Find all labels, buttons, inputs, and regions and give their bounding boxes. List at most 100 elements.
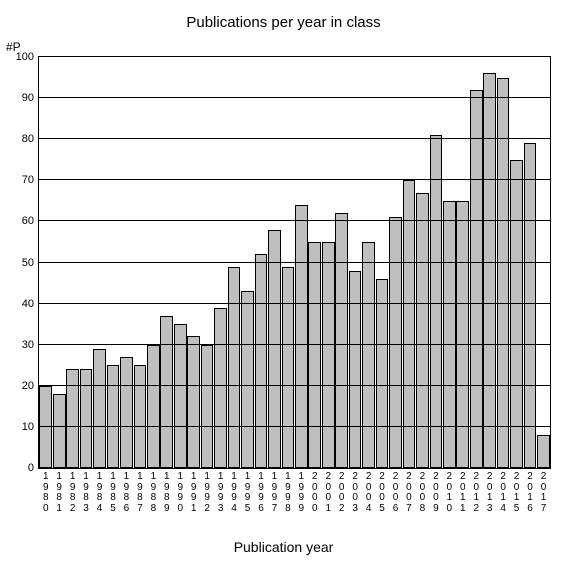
bar-slot: 2 0 1 3 [483,57,496,468]
bar [228,267,241,468]
x-tick-label: 1 9 9 3 [218,468,224,514]
bar-slot: 2 0 0 4 [362,57,375,468]
bar-slot: 1 9 9 3 [214,57,227,468]
x-tick-label: 2 0 1 4 [500,468,506,514]
bar [295,205,308,468]
bar-slot: 2 0 1 5 [510,57,523,468]
bar-slot: 1 9 9 5 [241,57,254,468]
bar [470,90,483,468]
bar [510,160,523,468]
x-tick-label: 1 9 9 1 [191,468,197,514]
bar [160,316,173,468]
x-tick-label: 1 9 9 0 [177,468,183,514]
bar-slot: 2 0 0 3 [348,57,361,468]
bar [537,435,550,468]
bar [430,135,443,468]
bar [214,308,227,468]
bar [456,201,469,468]
x-tick-label: 1 9 8 2 [70,468,76,514]
bar-slot: 2 0 0 9 [429,57,442,468]
x-tick-label: 2 0 0 9 [433,468,439,514]
bar-slot: 1 9 8 9 [160,57,173,468]
bar [322,242,335,468]
bar [416,193,429,468]
bar-slot: 2 0 0 7 [402,57,415,468]
bar [174,324,187,468]
bar-slot: 2 0 1 4 [496,57,509,468]
x-tick-label: 1 9 8 0 [43,468,49,514]
bar [483,73,496,468]
x-tick-label: 2 0 0 5 [379,468,385,514]
bar [241,291,254,468]
bar-slot: 1 9 8 7 [133,57,146,468]
bar [80,369,93,468]
bar-slot: 1 9 8 6 [120,57,133,468]
bar-slot: 1 9 8 2 [66,57,79,468]
x-tick-label: 2 0 0 2 [339,468,345,514]
bar-slot: 1 9 9 7 [268,57,281,468]
chart-container: Publications per year in class #P 1 9 8 … [0,0,567,567]
bar [255,254,268,468]
y-tick-label: 40 [22,298,39,310]
x-tick-label: 1 9 9 4 [231,468,237,514]
x-tick-label: 2 0 1 6 [527,468,533,514]
bar-slot: 2 0 1 0 [443,57,456,468]
bar [308,242,321,468]
bar-slot: 1 9 8 3 [79,57,92,468]
bar [201,345,214,468]
y-tick-label: 20 [22,380,39,392]
bar-slot: 1 9 9 9 [295,57,308,468]
x-tick-label: 1 9 9 8 [285,468,291,514]
x-tick-label: 2 0 0 3 [352,468,358,514]
bar [268,230,281,468]
x-tick-label: 2 0 1 5 [514,468,520,514]
y-tick-label: 0 [28,462,39,474]
bar [335,213,348,468]
x-tick-label: 2 0 1 2 [473,468,479,514]
bar [147,345,160,468]
bar-slot: 1 9 9 8 [281,57,294,468]
x-axis-label: Publication year [0,539,567,555]
bar [524,143,537,468]
x-tick-label: 2 0 0 4 [366,468,372,514]
x-tick-label: 2 0 0 8 [420,468,426,514]
bar [66,369,79,468]
x-tick-label: 1 9 8 3 [83,468,89,514]
bars-group: 1 9 8 01 9 8 11 9 8 21 9 8 31 9 8 41 9 8… [39,57,550,468]
bar [362,242,375,468]
x-tick-label: 1 9 9 9 [299,468,305,514]
x-tick-label: 2 0 1 3 [487,468,493,514]
x-tick-label: 2 0 0 6 [393,468,399,514]
bar-slot: 1 9 9 4 [227,57,240,468]
bar-slot: 1 9 8 4 [93,57,106,468]
y-tick-label: 80 [22,133,39,145]
bar-slot: 1 9 9 1 [187,57,200,468]
bar-slot: 2 0 1 6 [523,57,536,468]
bar [349,271,362,468]
x-tick-label: 2 0 1 7 [541,468,547,514]
y-tick-label: 10 [22,421,39,433]
bar-slot: 2 0 0 8 [416,57,429,468]
plot-area: 1 9 8 01 9 8 11 9 8 21 9 8 31 9 8 41 9 8… [38,56,551,469]
bar [443,201,456,468]
bar-slot: 2 0 0 0 [308,57,321,468]
x-tick-label: 1 9 9 5 [245,468,251,514]
bar-slot: 1 9 9 6 [254,57,267,468]
y-tick-label: 60 [22,215,39,227]
bar-slot: 2 0 0 2 [335,57,348,468]
x-tick-label: 1 9 8 6 [124,468,130,514]
bar [39,386,52,468]
x-tick-label: 2 0 0 1 [325,468,331,514]
bar [187,336,200,468]
y-tick-label: 50 [22,257,39,269]
y-tick-label: 90 [22,92,39,104]
bar-slot: 1 9 8 8 [147,57,160,468]
bar [53,394,66,468]
x-tick-label: 1 9 8 4 [97,468,103,514]
bar-slot: 1 9 9 2 [200,57,213,468]
bar-slot: 2 0 1 1 [456,57,469,468]
chart-title: Publications per year in class [0,14,567,31]
x-tick-label: 2 0 1 1 [460,468,466,514]
x-tick-label: 2 0 0 7 [406,468,412,514]
bar [282,267,295,468]
